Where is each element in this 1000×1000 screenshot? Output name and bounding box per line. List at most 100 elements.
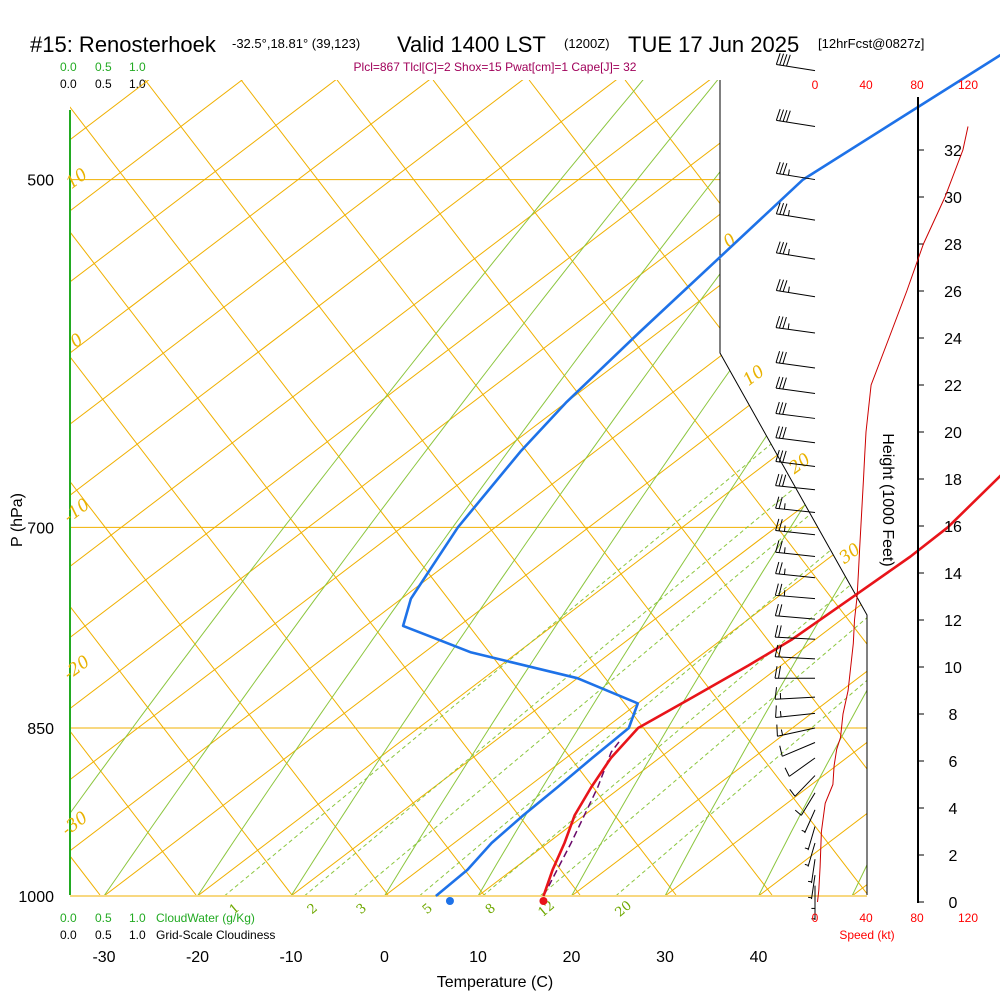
temperature-tick-label: -10 — [279, 949, 302, 966]
isotherm-label: -10 — [60, 495, 94, 528]
height-tick-label: 18 — [944, 472, 962, 489]
forecast-info: [12hrFcst@0827z] — [818, 36, 924, 51]
isotherm-line — [70, 80, 867, 895]
height-tick-label: 24 — [944, 331, 962, 348]
isotherm-line — [70, 80, 867, 895]
isotherm-line — [290, 80, 867, 895]
wind-barb — [774, 603, 816, 620]
valid-date: TUE 17 Jun 2025 — [628, 32, 799, 57]
dry-adiabat-line — [664, 80, 867, 895]
temperature-tick-label: -20 — [186, 949, 209, 966]
wind-barbs — [774, 53, 816, 920]
svg-text:0.5: 0.5 — [95, 60, 112, 74]
temperature-profile-line — [542, 474, 1000, 897]
wind-barb — [801, 809, 816, 834]
isotherm-cross-line — [70, 80, 485, 895]
pressure-tick-label: 500 — [27, 173, 54, 190]
temperature-axis: -30 -20 -10 0 10 20 30 40 — [92, 949, 767, 966]
isotherm-line — [70, 80, 867, 895]
isotherm-line — [70, 80, 867, 895]
sounding-profiles — [401, 53, 1000, 905]
isotherm-label: -30 — [58, 808, 92, 841]
isotherm-cross-line — [240, 80, 867, 895]
wind-barb — [774, 583, 816, 600]
height-tick-label: 28 — [944, 237, 962, 254]
mixing-ratio-label: 3 — [354, 901, 370, 918]
isotherm-cross-line — [70, 80, 293, 895]
isotherm-line — [477, 80, 867, 895]
pressure-tick-label: 850 — [27, 721, 54, 738]
wind-barb — [775, 279, 816, 298]
wind-barb — [794, 792, 816, 816]
wind-barb — [775, 473, 816, 491]
zulu-time: (1200Z) — [564, 36, 610, 51]
height-tick-label: 22 — [944, 378, 962, 395]
wind-barb — [808, 859, 816, 884]
temperature-tick-label: 10 — [469, 949, 487, 966]
mixing-ratio-label: 5 — [420, 901, 436, 918]
height-tick-label: 0 — [949, 895, 958, 912]
isotherm-cross-line — [70, 80, 677, 895]
dry-adiabats — [70, 80, 867, 895]
isotherm-cross-line — [0, 80, 4, 895]
svg-text:0.0: 0.0 — [60, 928, 77, 942]
wind-barb — [775, 518, 816, 536]
wind-barb — [784, 757, 816, 777]
wind-speed-panel: 0246810121416182022242628303200404080801… — [812, 78, 979, 925]
wind-barb — [775, 161, 816, 181]
cloud-water-label: CloudWater (g/Kg) — [156, 911, 255, 925]
wind-barb — [775, 540, 816, 557]
isotherm-label: -20 — [60, 652, 94, 685]
temperature-tick-label: 0 — [380, 949, 389, 966]
speed-tick-label-bottom: 120 — [958, 911, 978, 925]
temperature-tick-label: 40 — [750, 949, 768, 966]
wind-barb — [775, 496, 816, 513]
cloud-water-top-axis: 0.0 0.5 1.0 0.0 0.5 1.0 — [60, 60, 146, 91]
isotherm-cross-line — [70, 80, 581, 895]
wind-barb — [775, 351, 816, 369]
temperature-tick-label: 20 — [563, 949, 581, 966]
station-coords: -32.5°,18.81° (39,123) — [232, 36, 360, 51]
isotherm-line — [70, 80, 867, 895]
dry-adiabat-line — [290, 80, 867, 895]
height-tick-label: 4 — [949, 801, 958, 818]
indices-line: Plcl=867 Tlcl[C]=2 Shox=15 Pwat[cm]=1 Ca… — [354, 60, 637, 74]
cloudiness-label: Grid-Scale Cloudiness — [156, 928, 275, 942]
isobars — [70, 179, 867, 897]
isotherm-label: 10 — [739, 361, 768, 390]
isotherm-line — [103, 80, 867, 895]
wind-barb — [775, 241, 816, 260]
svg-text:0.0: 0.0 — [60, 77, 77, 91]
height-tick-label: 14 — [944, 566, 962, 583]
station-title: #15: Renosterhoek — [30, 32, 217, 57]
wind-barb — [775, 705, 816, 718]
height-tick-label: 20 — [944, 425, 962, 442]
wind-barb — [776, 724, 816, 737]
svg-text:1.0: 1.0 — [129, 928, 146, 942]
height-tick-label: 6 — [949, 754, 958, 771]
temperature-tick-label: -30 — [92, 949, 115, 966]
frame-right-edge — [719, 80, 868, 895]
temperature-tick-label: 30 — [656, 949, 674, 966]
wind-barb — [775, 561, 816, 579]
isotherm-line — [70, 80, 867, 895]
wind-barb — [775, 53, 816, 72]
wind-barb — [779, 742, 816, 757]
svg-text:1.0: 1.0 — [129, 77, 146, 91]
surface-temperature-dot — [539, 897, 548, 905]
wind-barb — [775, 108, 816, 128]
wind-barb — [804, 842, 816, 867]
cloud-water-bottom-axis: 0.0 0.5 1.0 CloudWater (g/Kg) 0.0 0.5 1.… — [60, 911, 275, 942]
isotherm-cross-line — [144, 80, 773, 895]
wind-barb — [811, 885, 816, 910]
mixing-ratio-line — [303, 80, 867, 895]
isotherm-line — [197, 80, 867, 895]
dry-adiabat-line — [758, 80, 867, 895]
dry-adiabat-line — [197, 80, 867, 895]
wind-barb — [774, 687, 816, 700]
isotherm-line — [571, 80, 867, 895]
surface-dewpoint-dot — [445, 897, 454, 905]
speed-tick-label-bottom: 80 — [910, 911, 924, 925]
wind-barb — [774, 644, 816, 660]
